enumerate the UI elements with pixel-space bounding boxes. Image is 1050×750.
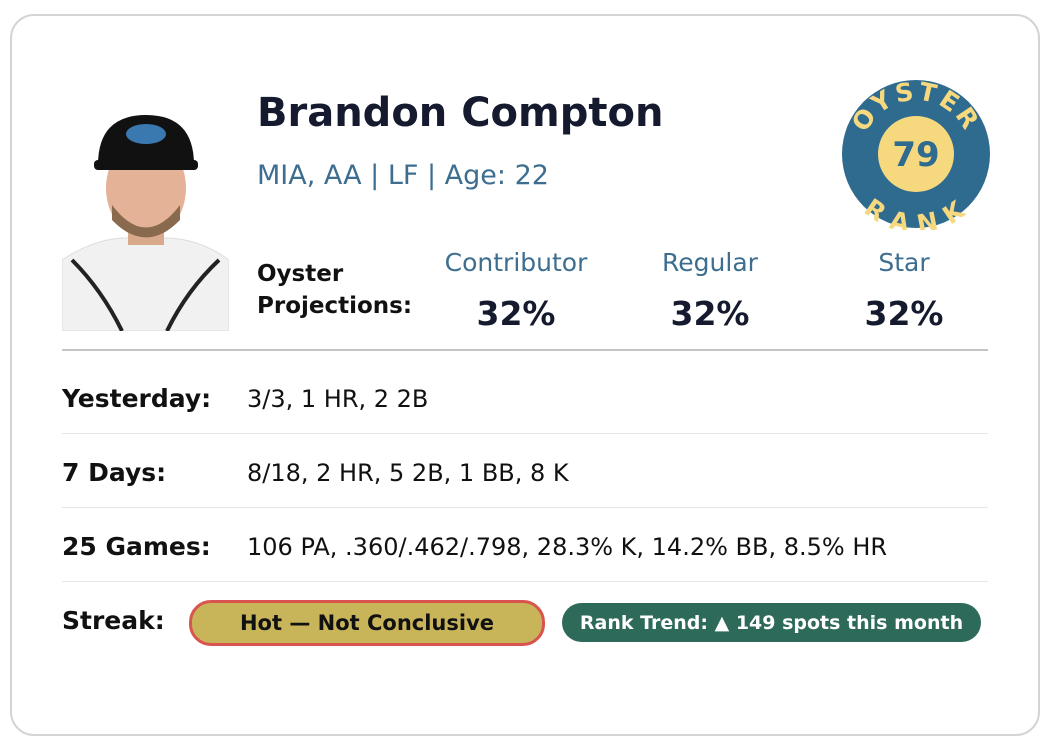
beard: [112, 205, 180, 238]
player-photo: [62, 110, 229, 331]
rank-badge: OYSTER RANK 79: [842, 78, 990, 230]
stat-label: Yesterday:: [62, 384, 212, 413]
badge-center: [878, 116, 954, 192]
row-separator: [62, 581, 988, 582]
stat-value: 3/3, 1 HR, 2 2B: [247, 385, 429, 413]
stat-value: 8/18, 2 HR, 5 2B, 1 BB, 8 K: [247, 459, 569, 487]
player-details: MIA, AA | LF | Age: 22: [257, 160, 549, 191]
streak-status: Hot — Not Conclusive: [189, 600, 545, 646]
cap-brim: [94, 160, 198, 170]
badge-rank: 79: [892, 135, 939, 175]
projection-name: Regular: [662, 248, 758, 277]
row-separator: [62, 433, 988, 434]
projection-name: Contributor: [444, 248, 588, 277]
jersey-piping: [70, 258, 221, 331]
projection-value: 32%: [670, 294, 750, 333]
jersey: [62, 237, 229, 331]
divider: [62, 349, 988, 351]
projection-name: Star: [878, 248, 930, 277]
projections-label: Oyster Projections:: [257, 261, 413, 319]
streak-label: Streak:: [62, 606, 165, 635]
player-name: Brandon Compton: [257, 90, 664, 136]
stat-label: 25 Games:: [62, 532, 211, 561]
rank-trend: Rank Trend: ▲ 149 spots this month: [562, 603, 981, 642]
stat-label: 7 Days:: [62, 458, 167, 487]
projection-value: 32%: [476, 294, 556, 333]
row-separator: [62, 507, 988, 508]
cap-logo: [126, 124, 166, 144]
stat-value: 106 PA, .360/.462/.798, 28.3% K, 14.2% B…: [247, 533, 888, 561]
projection-value: 32%: [864, 294, 944, 333]
